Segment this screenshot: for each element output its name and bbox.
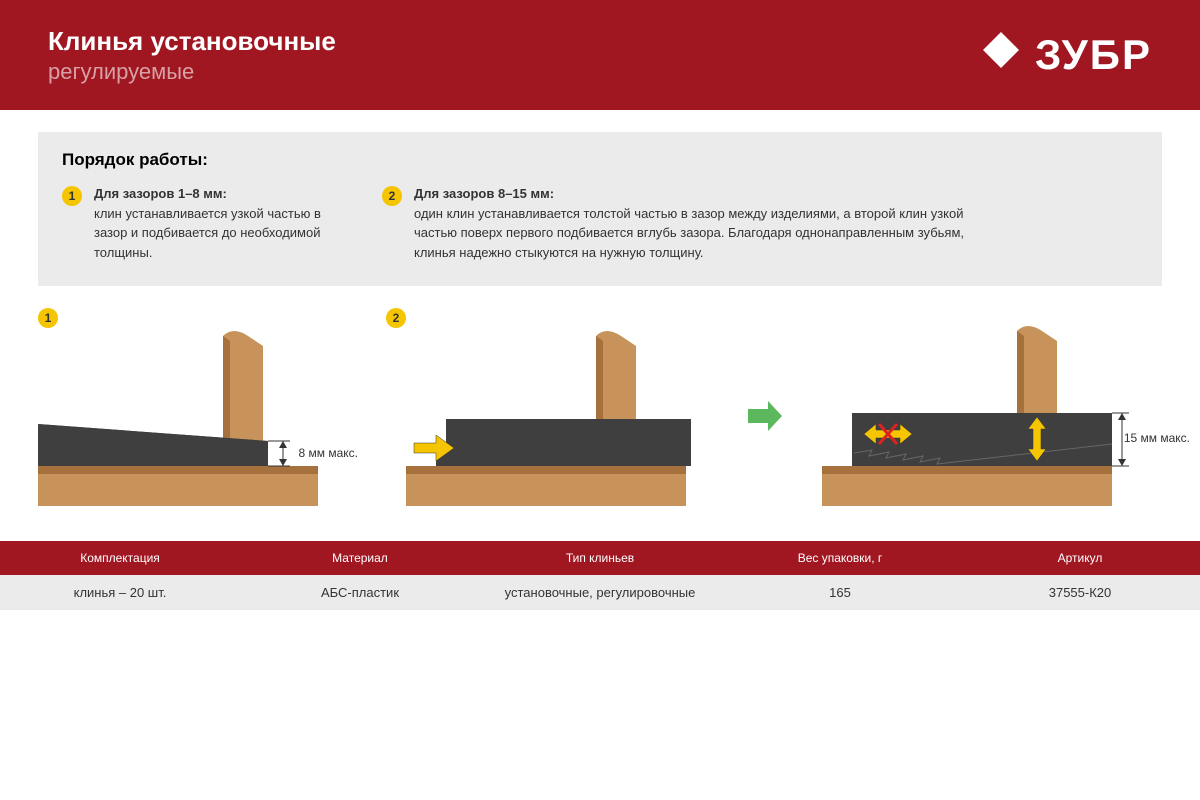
td-2: установочные, регулировочные <box>480 575 720 610</box>
th-1: Материал <box>240 541 480 575</box>
td-3: 165 <box>720 575 960 610</box>
instructions-panel: Порядок работы: 1 Для зазоров 1–8 мм: кл… <box>38 132 1162 286</box>
diagram-2a: 2 <box>386 316 706 521</box>
th-2: Тип клиньев <box>480 541 720 575</box>
arrow-between-icon <box>744 396 784 441</box>
dim-label-2: 15 мм макс. <box>1124 431 1190 445</box>
th-0: Комплектация <box>0 541 240 575</box>
badge-1: 1 <box>62 186 82 206</box>
brand-text: ЗУБР <box>1035 31 1152 79</box>
th-4: Артикул <box>960 541 1200 575</box>
instruction-item-1: 1 Для зазоров 1–8 мм: клин устанавливает… <box>62 184 322 262</box>
header-bar: Клинья установочные регулируемые ЗУБР <box>0 0 1200 110</box>
td-0: клинья – 20 шт. <box>0 575 240 610</box>
instruction-body-2: один клин устанавливается толстой частью… <box>414 206 964 260</box>
instruction-item-2: 2 Для зазоров 8–15 мм: один клин устанав… <box>382 184 1002 262</box>
instruction-lead-1: Для зазоров 1–8 мм: <box>94 186 227 201</box>
instruction-text-2: Для зазоров 8–15 мм: один клин устанавли… <box>414 184 1002 262</box>
diagram-badge-2: 2 <box>386 308 406 328</box>
diagram-2b-svg <box>822 316 1162 516</box>
instruction-body-1: клин устанавливается узкой частью в зазо… <box>94 206 321 260</box>
instruction-row: 1 Для зазоров 1–8 мм: клин устанавливает… <box>62 184 1138 262</box>
table-body-row: клинья – 20 шт. АБС-пластик установочные… <box>0 575 1200 610</box>
brand-logo: ЗУБР <box>979 28 1152 82</box>
instructions-title: Порядок работы: <box>62 150 1138 170</box>
diagram-1-svg <box>38 316 348 516</box>
instruction-lead-2: Для зазоров 8–15 мм: <box>414 186 554 201</box>
diagram-badge-1: 1 <box>38 308 58 328</box>
table-header-row: Комплектация Материал Тип клиньев Вес уп… <box>0 541 1200 575</box>
badge-2: 2 <box>382 186 402 206</box>
page-title: Клинья установочные <box>48 26 336 57</box>
page-subtitle: регулируемые <box>48 59 336 85</box>
brand-icon <box>979 28 1023 82</box>
td-4: 37555-К20 <box>960 575 1200 610</box>
diagram-2a-svg <box>386 316 706 516</box>
td-1: АБС-пластик <box>240 575 480 610</box>
instruction-text-1: Для зазоров 1–8 мм: клин устанавливается… <box>94 184 322 262</box>
diagram-1: 1 8 мм макс. <box>38 316 348 521</box>
diagram-2b: 15 мм макс. <box>822 316 1162 521</box>
th-3: Вес упаковки, г <box>720 541 960 575</box>
diagrams-row: 1 8 мм макс. 2 <box>0 286 1200 541</box>
header-left: Клинья установочные регулируемые <box>48 26 336 85</box>
spec-table: Комплектация Материал Тип клиньев Вес уп… <box>0 541 1200 610</box>
dim-label-1: 8 мм макс. <box>299 446 358 460</box>
